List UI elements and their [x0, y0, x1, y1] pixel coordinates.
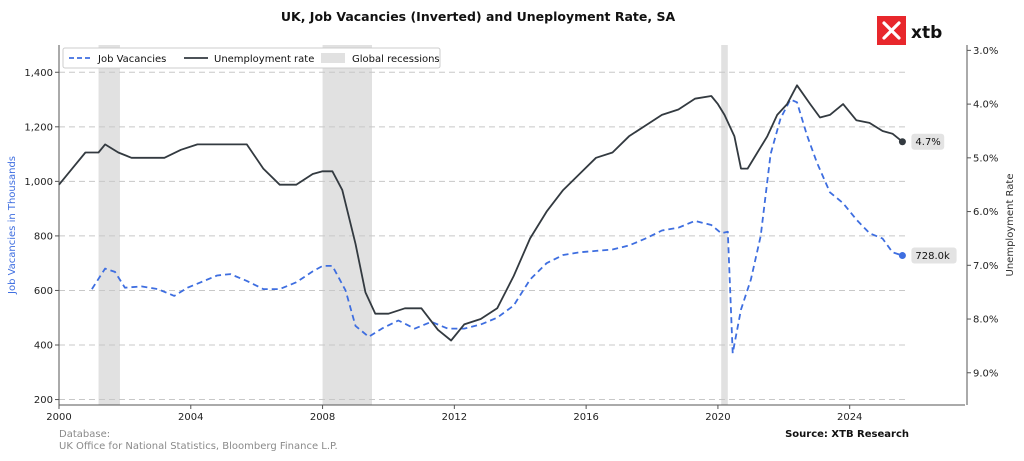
- x-tick-label: 2008: [310, 412, 335, 423]
- xtb-logo: xtb: [877, 16, 942, 45]
- y-left-tick-label: 200: [34, 395, 53, 406]
- xtb-logo-text: xtb: [911, 23, 942, 43]
- series-lines: [58, 84, 906, 355]
- xtb-logo-x-icon: [882, 21, 901, 40]
- y-left-tick-label: 1,400: [24, 68, 53, 79]
- end-value-labels: 728.0k 4.7%: [911, 133, 957, 264]
- gridlines: [59, 71, 909, 401]
- y-right-tick-label: 5.0%: [973, 153, 998, 164]
- series-line-unemployment: [58, 84, 903, 342]
- y-right-tick-label: 7.0%: [973, 261, 998, 272]
- x-tick-label: 2020: [705, 412, 730, 423]
- y-right-tick-label: 8.0%: [973, 315, 998, 326]
- recession-band: [322, 45, 372, 405]
- y-left-tick-label: 400: [34, 341, 53, 352]
- legend: Job Vacancies Unemployment rate Global r…: [62, 47, 441, 69]
- legend-recession-swatch: [321, 53, 345, 63]
- vacancies-end-marker: [898, 252, 906, 260]
- x-tick-label: 2016: [573, 412, 598, 423]
- footer-database-label: Database:: [59, 429, 110, 440]
- unemployment-end-label: 4.7%: [915, 137, 940, 148]
- vacancies-end-label: 728.0k: [915, 251, 950, 262]
- recession-band: [98, 45, 120, 405]
- x-tick-label: 2012: [442, 412, 467, 423]
- legend-box: [62, 47, 441, 69]
- x-tick-label: 2004: [178, 412, 203, 423]
- y-right-tick-label: 3.0%: [973, 46, 998, 57]
- y-left-tick-label: 1,200: [24, 122, 53, 133]
- x-axis-ticks: 2000 2004 2008 2012 2016 2020 2024: [46, 405, 862, 423]
- footer-source: Source: XTB Research: [785, 429, 909, 440]
- x-tick-label: 2024: [837, 412, 862, 423]
- unemployment-end-marker: [898, 138, 906, 146]
- legend-vacancies-label: Job Vacancies: [97, 54, 166, 65]
- legend-recession-label: Global recessions: [352, 54, 440, 65]
- y-left-tick-label: 1,000: [24, 177, 53, 188]
- y-left-tick-label: 600: [34, 286, 53, 297]
- recession-band: [721, 45, 728, 405]
- x-tick-label: 2000: [46, 412, 71, 423]
- y-right-tick-label: 9.0%: [973, 368, 998, 379]
- legend-unemployment-label: Unemployment rate: [214, 54, 314, 65]
- footer-database-value: UK Office for National Statistics, Bloom…: [59, 441, 338, 452]
- series-line-vacancies: [91, 98, 903, 355]
- y-left-axis-label: Job Vacancies in Thousands: [7, 156, 18, 295]
- y-right-axis-ticks: 3.0% 4.0% 5.0% 6.0% 7.0% 8.0% 9.0%: [967, 46, 998, 379]
- vacancies-end-label-box: [911, 247, 957, 264]
- y-left-axis-ticks: 200 400 600 800 1,000 1,200 1,400: [24, 68, 59, 406]
- y-left-tick-label: 800: [34, 231, 53, 242]
- recession-bands: [98, 45, 728, 405]
- chart-title: UK, Job Vacancies (Inverted) and Uneploy…: [281, 9, 676, 24]
- y-right-axis-label: Unemployment Rate: [1005, 174, 1016, 277]
- y-right-tick-label: 4.0%: [973, 100, 998, 111]
- unemployment-end-label-box: [911, 133, 945, 150]
- y-right-tick-label: 6.0%: [973, 207, 998, 218]
